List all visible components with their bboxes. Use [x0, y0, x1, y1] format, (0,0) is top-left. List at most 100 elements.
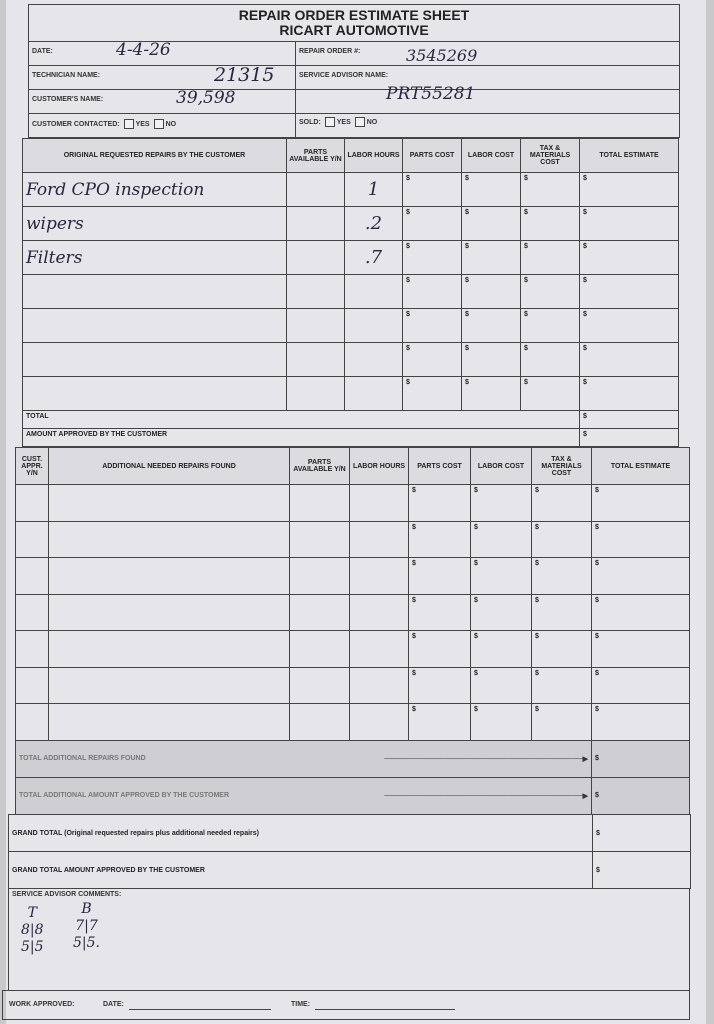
repair-description[interactable] [22, 342, 287, 377]
parts-available-cell[interactable] [286, 274, 345, 309]
labor-hours-cell[interactable] [349, 520, 409, 558]
repair-description[interactable] [22, 376, 287, 411]
parts-available-cell[interactable] [286, 172, 345, 207]
cost-cell[interactable]: $ [408, 484, 471, 522]
repair-description[interactable]: Ford CPO inspection [22, 172, 287, 207]
approved-date-field[interactable] [129, 1009, 271, 1010]
cost-cell[interactable]: $ [461, 172, 521, 207]
cost-cell[interactable]: $ [461, 342, 521, 377]
cost-cell[interactable]: $ [470, 593, 532, 631]
cust-approval-cell[interactable] [15, 703, 49, 741]
cost-cell[interactable]: $ [470, 666, 532, 704]
parts-available-cell[interactable] [286, 376, 345, 411]
cost-cell[interactable]: $ [531, 630, 592, 668]
cust-approval-cell[interactable] [15, 557, 49, 595]
repair-description[interactable]: wipers [22, 206, 287, 241]
parts-available-cell[interactable] [289, 484, 350, 522]
customer-field[interactable]: 39,598 [176, 88, 236, 108]
approved-time-field[interactable] [315, 1009, 455, 1010]
cost-cell[interactable]: $ [402, 342, 462, 377]
cust-approval-cell[interactable] [15, 520, 49, 558]
repair-description[interactable] [48, 593, 290, 631]
cost-cell[interactable]: $ [408, 520, 471, 558]
cost-cell[interactable]: $ [408, 666, 471, 704]
cost-cell[interactable]: $ [408, 557, 471, 595]
repair-description[interactable]: Filters [22, 240, 287, 275]
cost-cell[interactable]: $ [531, 520, 592, 558]
cost-cell[interactable]: $ [520, 376, 580, 411]
service-advisor-field[interactable]: PRT55281 [386, 84, 476, 104]
parts-available-cell[interactable] [286, 240, 345, 275]
cost-cell[interactable]: $ [520, 308, 580, 343]
cost-cell[interactable]: $ [520, 240, 580, 275]
cost-cell[interactable]: $ [579, 342, 679, 377]
repair-description[interactable] [48, 703, 290, 741]
sold-no-checkbox[interactable] [354, 117, 365, 127]
labor-hours-cell[interactable] [349, 593, 409, 631]
cost-cell[interactable]: $ [591, 557, 690, 595]
labor-hours-cell[interactable]: .7 [344, 240, 403, 275]
cost-cell[interactable]: $ [461, 308, 521, 343]
cust-approval-cell[interactable] [15, 484, 49, 522]
repair-order-field[interactable]: 3545269 [406, 46, 478, 65]
cost-cell[interactable]: $ [520, 206, 580, 241]
contacted-no-checkbox[interactable] [153, 119, 164, 129]
cost-cell[interactable]: $ [531, 484, 592, 522]
repair-description[interactable] [48, 666, 290, 704]
cost-cell[interactable]: $ [520, 274, 580, 309]
repair-description[interactable] [48, 630, 290, 668]
cost-cell[interactable]: $ [591, 630, 690, 668]
labor-hours-cell[interactable]: 1 [344, 172, 403, 207]
cost-cell[interactable]: $ [402, 206, 462, 241]
parts-available-cell[interactable] [289, 557, 350, 595]
cost-cell[interactable]: $ [470, 703, 532, 741]
parts-available-cell[interactable] [286, 206, 345, 241]
labor-hours-cell[interactable] [349, 666, 409, 704]
cost-cell[interactable]: $ [461, 274, 521, 309]
cost-cell[interactable]: $ [591, 666, 690, 704]
cost-cell[interactable]: $ [402, 376, 462, 411]
cost-cell[interactable]: $ [531, 666, 592, 704]
labor-hours-cell[interactable] [349, 484, 409, 522]
labor-hours-cell[interactable] [349, 557, 409, 595]
cost-cell[interactable]: $ [402, 274, 462, 309]
parts-available-cell[interactable] [289, 703, 350, 741]
cost-cell[interactable]: $ [408, 630, 471, 668]
cost-cell[interactable]: $ [470, 484, 532, 522]
cust-approval-cell[interactable] [15, 630, 49, 668]
parts-available-cell[interactable] [289, 593, 350, 631]
parts-available-cell[interactable] [289, 520, 350, 558]
cost-cell[interactable]: $ [579, 240, 679, 275]
date-field[interactable]: 4-4-26 [116, 40, 171, 60]
repair-description[interactable] [22, 274, 287, 309]
parts-available-cell[interactable] [286, 342, 345, 377]
repair-description[interactable] [22, 308, 287, 343]
cost-cell[interactable]: $ [402, 308, 462, 343]
cost-cell[interactable]: $ [591, 520, 690, 558]
repair-description[interactable] [48, 484, 290, 522]
cust-approval-cell[interactable] [15, 666, 49, 704]
contacted-yes-checkbox[interactable] [123, 119, 134, 129]
cost-cell[interactable]: $ [402, 172, 462, 207]
cost-cell[interactable]: $ [591, 484, 690, 522]
labor-hours-cell[interactable] [349, 630, 409, 668]
cost-cell[interactable]: $ [470, 630, 532, 668]
cost-cell[interactable]: $ [470, 520, 532, 558]
parts-available-cell[interactable] [286, 308, 345, 343]
repair-description[interactable] [48, 520, 290, 558]
labor-hours-cell[interactable] [349, 703, 409, 741]
cost-cell[interactable]: $ [531, 593, 592, 631]
cost-cell[interactable]: $ [531, 703, 592, 741]
sold-yes-checkbox[interactable] [324, 117, 335, 127]
cost-cell[interactable]: $ [408, 593, 471, 631]
labor-hours-cell[interactable] [344, 376, 403, 411]
cost-cell[interactable]: $ [461, 240, 521, 275]
cost-cell[interactable]: $ [470, 557, 532, 595]
cost-cell[interactable]: $ [520, 342, 580, 377]
cost-cell[interactable]: $ [591, 593, 690, 631]
cost-cell[interactable]: $ [531, 557, 592, 595]
repair-description[interactable] [48, 557, 290, 595]
labor-hours-cell[interactable]: .2 [344, 206, 403, 241]
cost-cell[interactable]: $ [579, 274, 679, 309]
cost-cell[interactable]: $ [591, 703, 690, 741]
